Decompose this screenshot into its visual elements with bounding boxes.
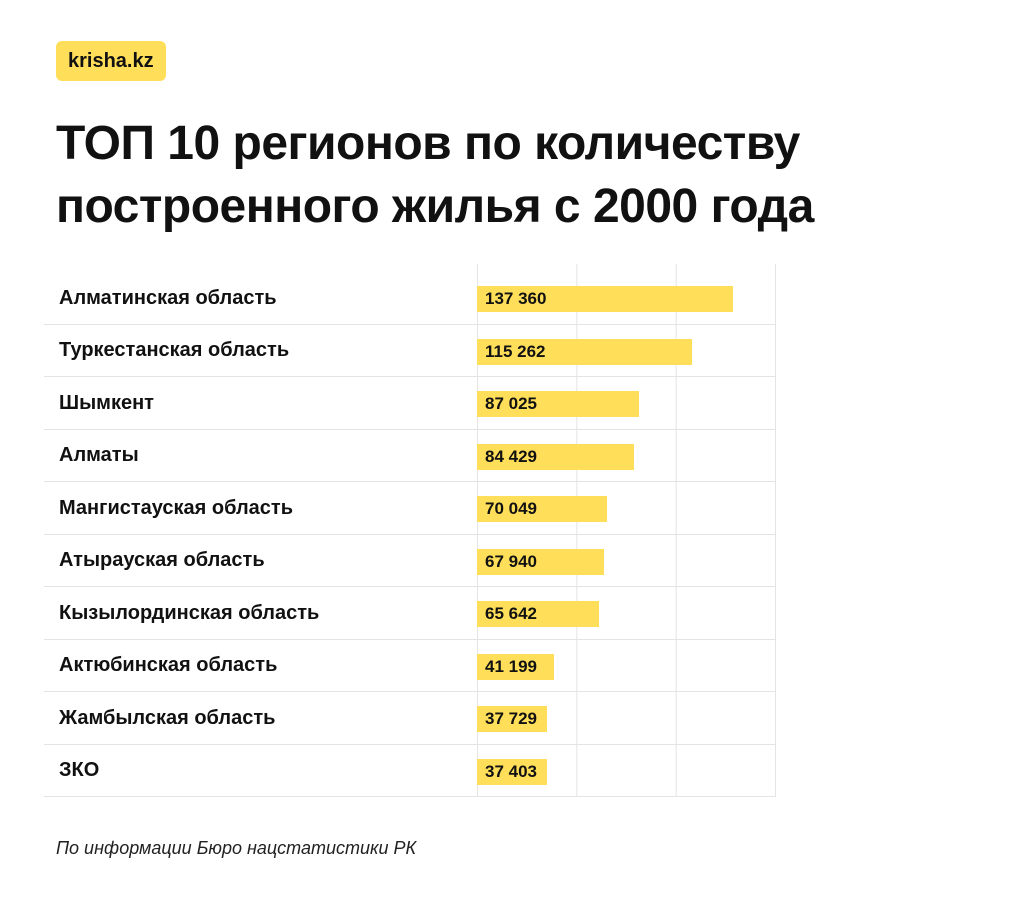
category-label: Кызылординская область [59, 601, 320, 624]
bar [477, 443, 635, 470]
bar [477, 391, 640, 417]
category-label: Жамбылская область [59, 706, 276, 729]
chart-title: ТОП 10 регионов по количеству построенно… [56, 117, 814, 233]
bar-value-label: 41 199 [485, 656, 537, 676]
bar-chart: Алматинская область 137 360 Туркестанская … [44, 264, 776, 797]
chart-row: Шымкент 87 025 [44, 377, 776, 430]
bar [477, 601, 600, 627]
chart-rows: Алматинская область 137 360 Туркестанская … [44, 272, 776, 797]
category-label: Туркестанская область [59, 339, 290, 361]
bar-value-label: 87 025 [485, 394, 537, 413]
chart-row: Актюбинская область 41 199 [44, 640, 776, 692]
bar [477, 548, 604, 575]
krisha-logo: krisha.kz [56, 41, 166, 81]
chart-row: Алматинская область 137 360 [44, 272, 776, 325]
bar-value-label: 137 360 [485, 289, 547, 308]
source-note: По информации Бюро нацстатистики РК [56, 838, 417, 858]
bar [477, 706, 548, 732]
chart-row: Туркестанская область 115 262 [44, 325, 776, 377]
bar-value-label: 84 429 [485, 446, 537, 466]
chart-row: Кызылординская область 65 642 [44, 587, 776, 640]
chart-row: Алматы 84 429 [44, 430, 776, 482]
bar [477, 286, 733, 312]
category-label: Мангистауская область [59, 496, 293, 519]
chart-row: Мангистауская область 70 049 [44, 482, 776, 535]
bar-value-label: 37 403 [485, 761, 537, 781]
chart-row: Атырауская область 67 940 [44, 535, 776, 587]
chart-row: Жамбылская область 37 729 [44, 692, 776, 745]
category-label: ЗКО [59, 759, 100, 781]
bar-value-label: 37 729 [485, 709, 537, 728]
category-label: Атырауская область [59, 549, 265, 571]
category-label: Шымкент [59, 391, 154, 414]
bar [477, 758, 547, 785]
bar-value-label: 65 642 [485, 604, 537, 623]
category-label: Актюбинская область [59, 654, 278, 676]
bar [477, 496, 608, 522]
bar-value-label: 67 940 [485, 551, 537, 571]
bar [477, 653, 554, 680]
chart-row: ЗКО 37 403 [44, 745, 776, 797]
bar-value-label: 115 262 [485, 341, 546, 361]
bar [477, 338, 692, 365]
category-label: Алматы [59, 444, 139, 466]
category-label: Алматинская область [59, 286, 277, 309]
bar-value-label: 70 049 [485, 499, 537, 518]
